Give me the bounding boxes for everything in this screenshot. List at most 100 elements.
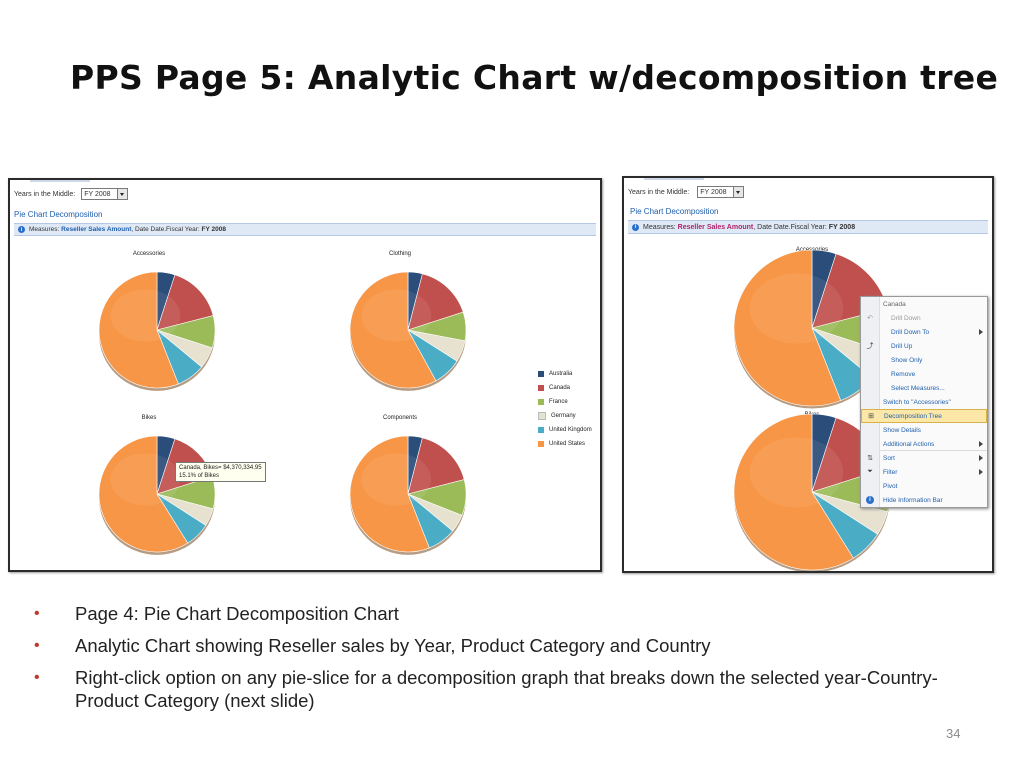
legend-item-australia[interactable]: Australia	[538, 367, 592, 381]
filter-funnel-icon: ⏷	[867, 468, 873, 475]
menu-item-drill-down[interactable]: ↶ Drill Down	[861, 311, 987, 325]
menu-item-label: Show Only	[891, 356, 923, 364]
year-filter: Years in the Middle: FY 2008	[628, 186, 744, 198]
legend-item-canada[interactable]: Canada	[538, 381, 592, 395]
pie-title-accessories: Accessories	[133, 251, 165, 257]
pie-bikes[interactable]	[98, 435, 216, 555]
menu-item-drill-up[interactable]: ⤴ Drill Up	[861, 339, 987, 353]
legend-item-france[interactable]: France	[538, 395, 592, 409]
bullet-item: • Page 4: Pie Chart Decomposition Chart	[34, 602, 994, 625]
menu-item-additional-actions[interactable]: Additional Actions	[861, 437, 987, 451]
info-year: FY 2008	[201, 226, 226, 233]
pie-gloss	[361, 289, 432, 342]
left-charts: Accessories Clothing Bikes Components	[98, 251, 467, 555]
menu-item-select-measures[interactable]: Select Measures...	[861, 381, 987, 395]
report-title[interactable]: Pie Chart Decomposition	[14, 210, 103, 219]
info-icon: i	[632, 223, 639, 231]
info-mid: , Date Date.Fiscal Year:	[131, 226, 200, 233]
pie-gloss	[749, 273, 844, 344]
pie-slice-united-states[interactable]	[98, 271, 179, 389]
pie-accessories[interactable]	[98, 271, 216, 391]
cropped-header-strip	[30, 180, 90, 182]
pie-slice-united-states[interactable]	[349, 435, 430, 553]
menu-item-label: Show Details	[883, 426, 921, 434]
sort-icon: ⇅	[867, 455, 873, 462]
pie-bikes[interactable]	[733, 413, 891, 571]
info-icon: i	[18, 226, 25, 233]
legend-item-germany[interactable]: Germany	[538, 409, 592, 423]
info-icon: i	[865, 495, 875, 505]
pie-slice-united-states[interactable]	[733, 249, 842, 407]
menu-item-label: Filter	[883, 468, 898, 476]
right-screenshot: Years in the Middle: FY 2008 Pie Chart D…	[622, 176, 994, 573]
menu-item-switch-to-accessories[interactable]: Switch to "Accessories"	[861, 395, 987, 409]
information-bar: i Measures: Reseller Sales Amount , Date…	[14, 223, 596, 236]
pie-slice-united-states[interactable]	[733, 413, 854, 571]
menu-item-remove[interactable]: Remove	[861, 367, 987, 381]
menu-item-filter[interactable]: ⏷ Filter	[861, 465, 987, 479]
bullet-item: • Right-click option on any pie-slice for…	[34, 666, 994, 712]
menu-item-show-only[interactable]: Show Only	[861, 353, 987, 367]
submenu-arrow-icon	[979, 469, 983, 475]
pie-title-components: Components	[383, 415, 417, 421]
cropped-header-strip	[644, 178, 704, 180]
info-measure: Reseller Sales Amount	[677, 223, 754, 231]
page-number: 34	[946, 726, 961, 741]
context-menu: Canada ↶ Drill Down Drill Down To ⤴ Dril…	[860, 296, 988, 508]
legend-label: Canada	[549, 385, 571, 391]
menu-item-label: Remove	[891, 370, 916, 378]
pie-slice-canada[interactable]	[407, 437, 465, 495]
report-title[interactable]: Pie Chart Decomposition	[630, 207, 719, 216]
year-select-value: FY 2008	[700, 188, 727, 196]
menu-item-label: Drill Down	[891, 314, 921, 322]
legend-label: Germany	[551, 413, 576, 419]
slide-title: PPS Page 5: Analytic Chart w/decompositi…	[70, 58, 999, 97]
legend-swatch	[538, 427, 544, 433]
pie-gloss	[749, 437, 844, 508]
legend-swatch	[538, 399, 544, 405]
bullet-text: Analytic Chart showing Reseller sales by…	[75, 635, 711, 656]
pie-clothing[interactable]	[349, 271, 467, 391]
legend-label: United Kingdom	[549, 427, 592, 433]
chevron-down-icon[interactable]	[116, 189, 127, 199]
legend-item-united-states[interactable]: United States	[538, 437, 592, 451]
legend-label: United States	[549, 441, 586, 447]
menu-item-label: Drill Down To	[891, 328, 930, 336]
menu-item-pivot[interactable]: Pivot	[861, 479, 987, 493]
information-bar: i Measures: Reseller Sales Amount , Date…	[628, 220, 988, 234]
pie-slice-united-states[interactable]	[98, 435, 189, 553]
pie-slice-canada[interactable]	[407, 273, 464, 331]
bullet-item: • Analytic Chart showing Reseller sales b…	[34, 634, 994, 657]
menu-item-hide-information-bar[interactable]: i Hide Information Bar	[861, 493, 987, 507]
undo-arrow-icon: ↶	[867, 315, 873, 322]
year-filter-label: Years in the Middle:	[14, 190, 76, 198]
year-select[interactable]: FY 2008	[697, 186, 744, 198]
menu-item-label: Select Measures...	[891, 384, 945, 392]
menu-item-show-details[interactable]: Show Details	[861, 423, 987, 437]
pie-slice-canada[interactable]	[156, 274, 214, 331]
menu-item-sort[interactable]: ⇅ Sort	[861, 451, 987, 465]
pie-title-bikes: Bikes	[142, 415, 157, 421]
pie-slice-united-states[interactable]	[349, 271, 437, 389]
menu-item-label: Hide Information Bar	[883, 496, 943, 504]
submenu-arrow-icon	[979, 455, 983, 461]
info-prefix: Measures:	[29, 226, 60, 233]
left-screenshot: Years in the Middle: FY 2008 Pie Chart D…	[8, 178, 602, 572]
legend-swatch	[538, 385, 544, 391]
pie-components[interactable]	[349, 435, 467, 555]
info-mid: , Date Date.Fiscal Year:	[753, 223, 827, 231]
info-measure: Reseller Sales Amount	[61, 226, 132, 233]
chevron-down-icon[interactable]	[732, 187, 743, 197]
menu-separator	[879, 450, 987, 451]
legend-item-united-kingdom[interactable]: United Kingdom	[538, 423, 592, 437]
year-filter-label: Years in the Middle:	[628, 188, 690, 196]
legend-swatch	[538, 371, 544, 377]
bullet-text: Right-click option on any pie-slice for …	[75, 667, 938, 711]
legend-label: France	[549, 399, 568, 405]
menu-item-drill-down-to[interactable]: Drill Down To	[861, 325, 987, 339]
info-year: FY 2008	[828, 223, 856, 231]
submenu-arrow-icon	[979, 441, 983, 447]
year-select[interactable]: FY 2008	[81, 188, 128, 200]
menu-item-label: Pivot	[883, 482, 898, 490]
menu-item-decomposition-tree[interactable]: ⊞ Decomposition Tree	[861, 409, 987, 423]
